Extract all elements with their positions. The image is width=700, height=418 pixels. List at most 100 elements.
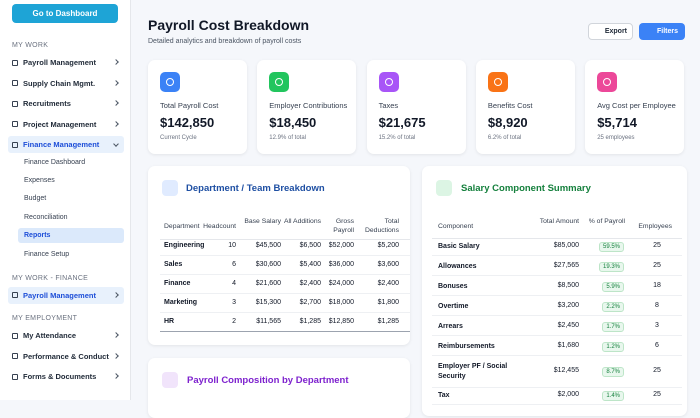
table-cell: $45,500 bbox=[255, 242, 281, 249]
nav-icon bbox=[12, 292, 18, 299]
row-divider bbox=[160, 331, 410, 332]
chevron bbox=[113, 59, 119, 65]
stat-card: Benefits Cost $8,920 6.2% of total bbox=[475, 60, 575, 154]
column-header: Gross Payroll bbox=[333, 218, 354, 234]
table-cell: $2,700 bbox=[299, 299, 321, 306]
dashboard-button[interactable]: Go to Dashboard bbox=[12, 4, 118, 23]
header-divider bbox=[160, 239, 410, 240]
nav-label: Performance & Conduct bbox=[23, 351, 109, 361]
percent-badge: 19.3% bbox=[598, 262, 624, 272]
table-cell: HR bbox=[164, 318, 175, 325]
row-divider bbox=[432, 335, 682, 336]
table-cell: $1,680 bbox=[557, 342, 579, 349]
table-cell: $18,000 bbox=[328, 299, 354, 306]
table-cell: $3,600 bbox=[377, 261, 399, 268]
card-note: Current Cycle bbox=[160, 135, 197, 141]
table-cell: $6,500 bbox=[299, 242, 321, 249]
row-divider bbox=[432, 404, 682, 405]
section-title: MY WORK bbox=[12, 42, 49, 49]
nav-subitem[interactable]: Reconciliation bbox=[24, 213, 68, 221]
column-header: % of Payroll bbox=[588, 218, 625, 225]
table-cell: Reimbursements bbox=[438, 343, 495, 350]
table-cell: 25 bbox=[653, 391, 661, 398]
table-cell: $3,200 bbox=[557, 302, 579, 309]
table-cell: $52,000 bbox=[328, 242, 354, 249]
section-title: MY WORK - FINANCE bbox=[12, 274, 89, 282]
page-subtitle: Detailed analytics and breakdown of payr… bbox=[148, 38, 302, 45]
panel-title: Salary Component Summary bbox=[461, 183, 591, 194]
nav-subitem[interactable]: Reports bbox=[18, 228, 124, 244]
table-cell: Allowances bbox=[438, 263, 477, 270]
nav-item[interactable]: Supply Chain Mgmt. bbox=[8, 75, 124, 92]
column-header: Total Amount bbox=[539, 218, 579, 225]
percent-badge: 1.2% bbox=[602, 342, 624, 352]
nav-icon bbox=[12, 121, 18, 127]
card-icon bbox=[160, 72, 180, 92]
salary-panel: Salary Component Summary Component Total … bbox=[422, 166, 687, 416]
table-cell: $85,000 bbox=[553, 242, 579, 249]
nav-item[interactable]: Payroll Management bbox=[8, 54, 124, 71]
stat-card: Total Payroll Cost $142,850 Current Cycle bbox=[148, 60, 247, 154]
column-header: Department bbox=[164, 223, 200, 230]
nav-label: Payroll Management bbox=[23, 58, 96, 67]
page-title: Payroll Cost Breakdown bbox=[148, 17, 310, 33]
table-cell: 10 bbox=[228, 242, 236, 249]
nav-item[interactable]: Payroll Management bbox=[8, 286, 124, 304]
row-divider bbox=[432, 275, 682, 276]
table-cell: Bonuses bbox=[438, 283, 468, 290]
nav-subitem[interactable]: Budget bbox=[24, 195, 47, 203]
table-cell: $21,600 bbox=[255, 280, 281, 287]
card-note: 12.9% of total bbox=[269, 135, 306, 141]
sidebar: Go to Dashboard MY WORK Payroll Managemen… bbox=[0, 0, 131, 400]
nav-subitem[interactable]: Finance Setup bbox=[24, 250, 70, 258]
nav-item[interactable]: Project Management bbox=[8, 116, 124, 133]
card-label: Benefits Cost bbox=[487, 101, 533, 110]
table-cell: Basic Salary bbox=[438, 243, 480, 250]
nav-subitem[interactable]: Expenses bbox=[24, 176, 55, 184]
table-cell: 3 bbox=[655, 322, 659, 329]
card-note: 15.2% of total bbox=[378, 135, 416, 141]
nav-item[interactable]: My Attendance bbox=[8, 327, 124, 344]
nav-item[interactable]: Finance Management bbox=[8, 136, 124, 153]
header-divider bbox=[432, 238, 682, 239]
column-header: Headcount bbox=[203, 223, 236, 230]
nav-subitem[interactable]: Finance Dashboard bbox=[24, 158, 86, 166]
table-cell: Arrears bbox=[438, 323, 463, 330]
column-header: Employees bbox=[638, 223, 672, 230]
percent-badge: 1.7% bbox=[602, 322, 624, 332]
nav-item[interactable]: Recruitments bbox=[8, 95, 124, 112]
table-cell: 18 bbox=[653, 282, 661, 289]
card-label: Total Payroll Cost bbox=[160, 101, 219, 110]
nav-item[interactable]: Forms & Documents bbox=[8, 368, 124, 385]
card-note: 6.2% of total bbox=[487, 135, 522, 141]
chevron bbox=[113, 141, 119, 147]
nav-label: Payroll Management bbox=[23, 290, 96, 300]
nav-item[interactable]: Performance & Conduct bbox=[8, 348, 124, 365]
card-value: $8,920 bbox=[487, 115, 528, 130]
card-icon bbox=[378, 72, 399, 92]
card-icon bbox=[597, 72, 618, 92]
table-cell: 25 bbox=[653, 262, 661, 269]
table-cell: $11,565 bbox=[256, 318, 281, 325]
table-cell: 6 bbox=[232, 261, 236, 268]
percent-badge: 59.5% bbox=[598, 242, 624, 252]
stat-card: Taxes $21,675 15.2% of total bbox=[366, 60, 466, 154]
column-header: Base Salary bbox=[244, 218, 281, 225]
chevron bbox=[113, 332, 119, 339]
nav-label: Project Management bbox=[23, 119, 97, 129]
table-cell: 25 bbox=[653, 242, 661, 249]
card-value: $142,850 bbox=[160, 115, 215, 130]
filters-button[interactable]: Filters bbox=[639, 23, 685, 40]
export-button[interactable]: Export bbox=[588, 23, 633, 40]
row-divider bbox=[160, 274, 410, 275]
nav-label: Finance Management bbox=[23, 140, 100, 149]
column-header: Total Deductions bbox=[364, 218, 399, 234]
table-cell: Finance bbox=[164, 280, 191, 287]
card-icon bbox=[269, 72, 290, 92]
department-panel: Department / Team Breakdown Department He… bbox=[148, 166, 410, 345]
panel-icon bbox=[436, 180, 452, 196]
chevron bbox=[113, 100, 119, 106]
table-cell: 3 bbox=[232, 299, 236, 306]
percent-badge: 8.7% bbox=[602, 367, 624, 377]
table-cell: $24,000 bbox=[328, 280, 354, 287]
